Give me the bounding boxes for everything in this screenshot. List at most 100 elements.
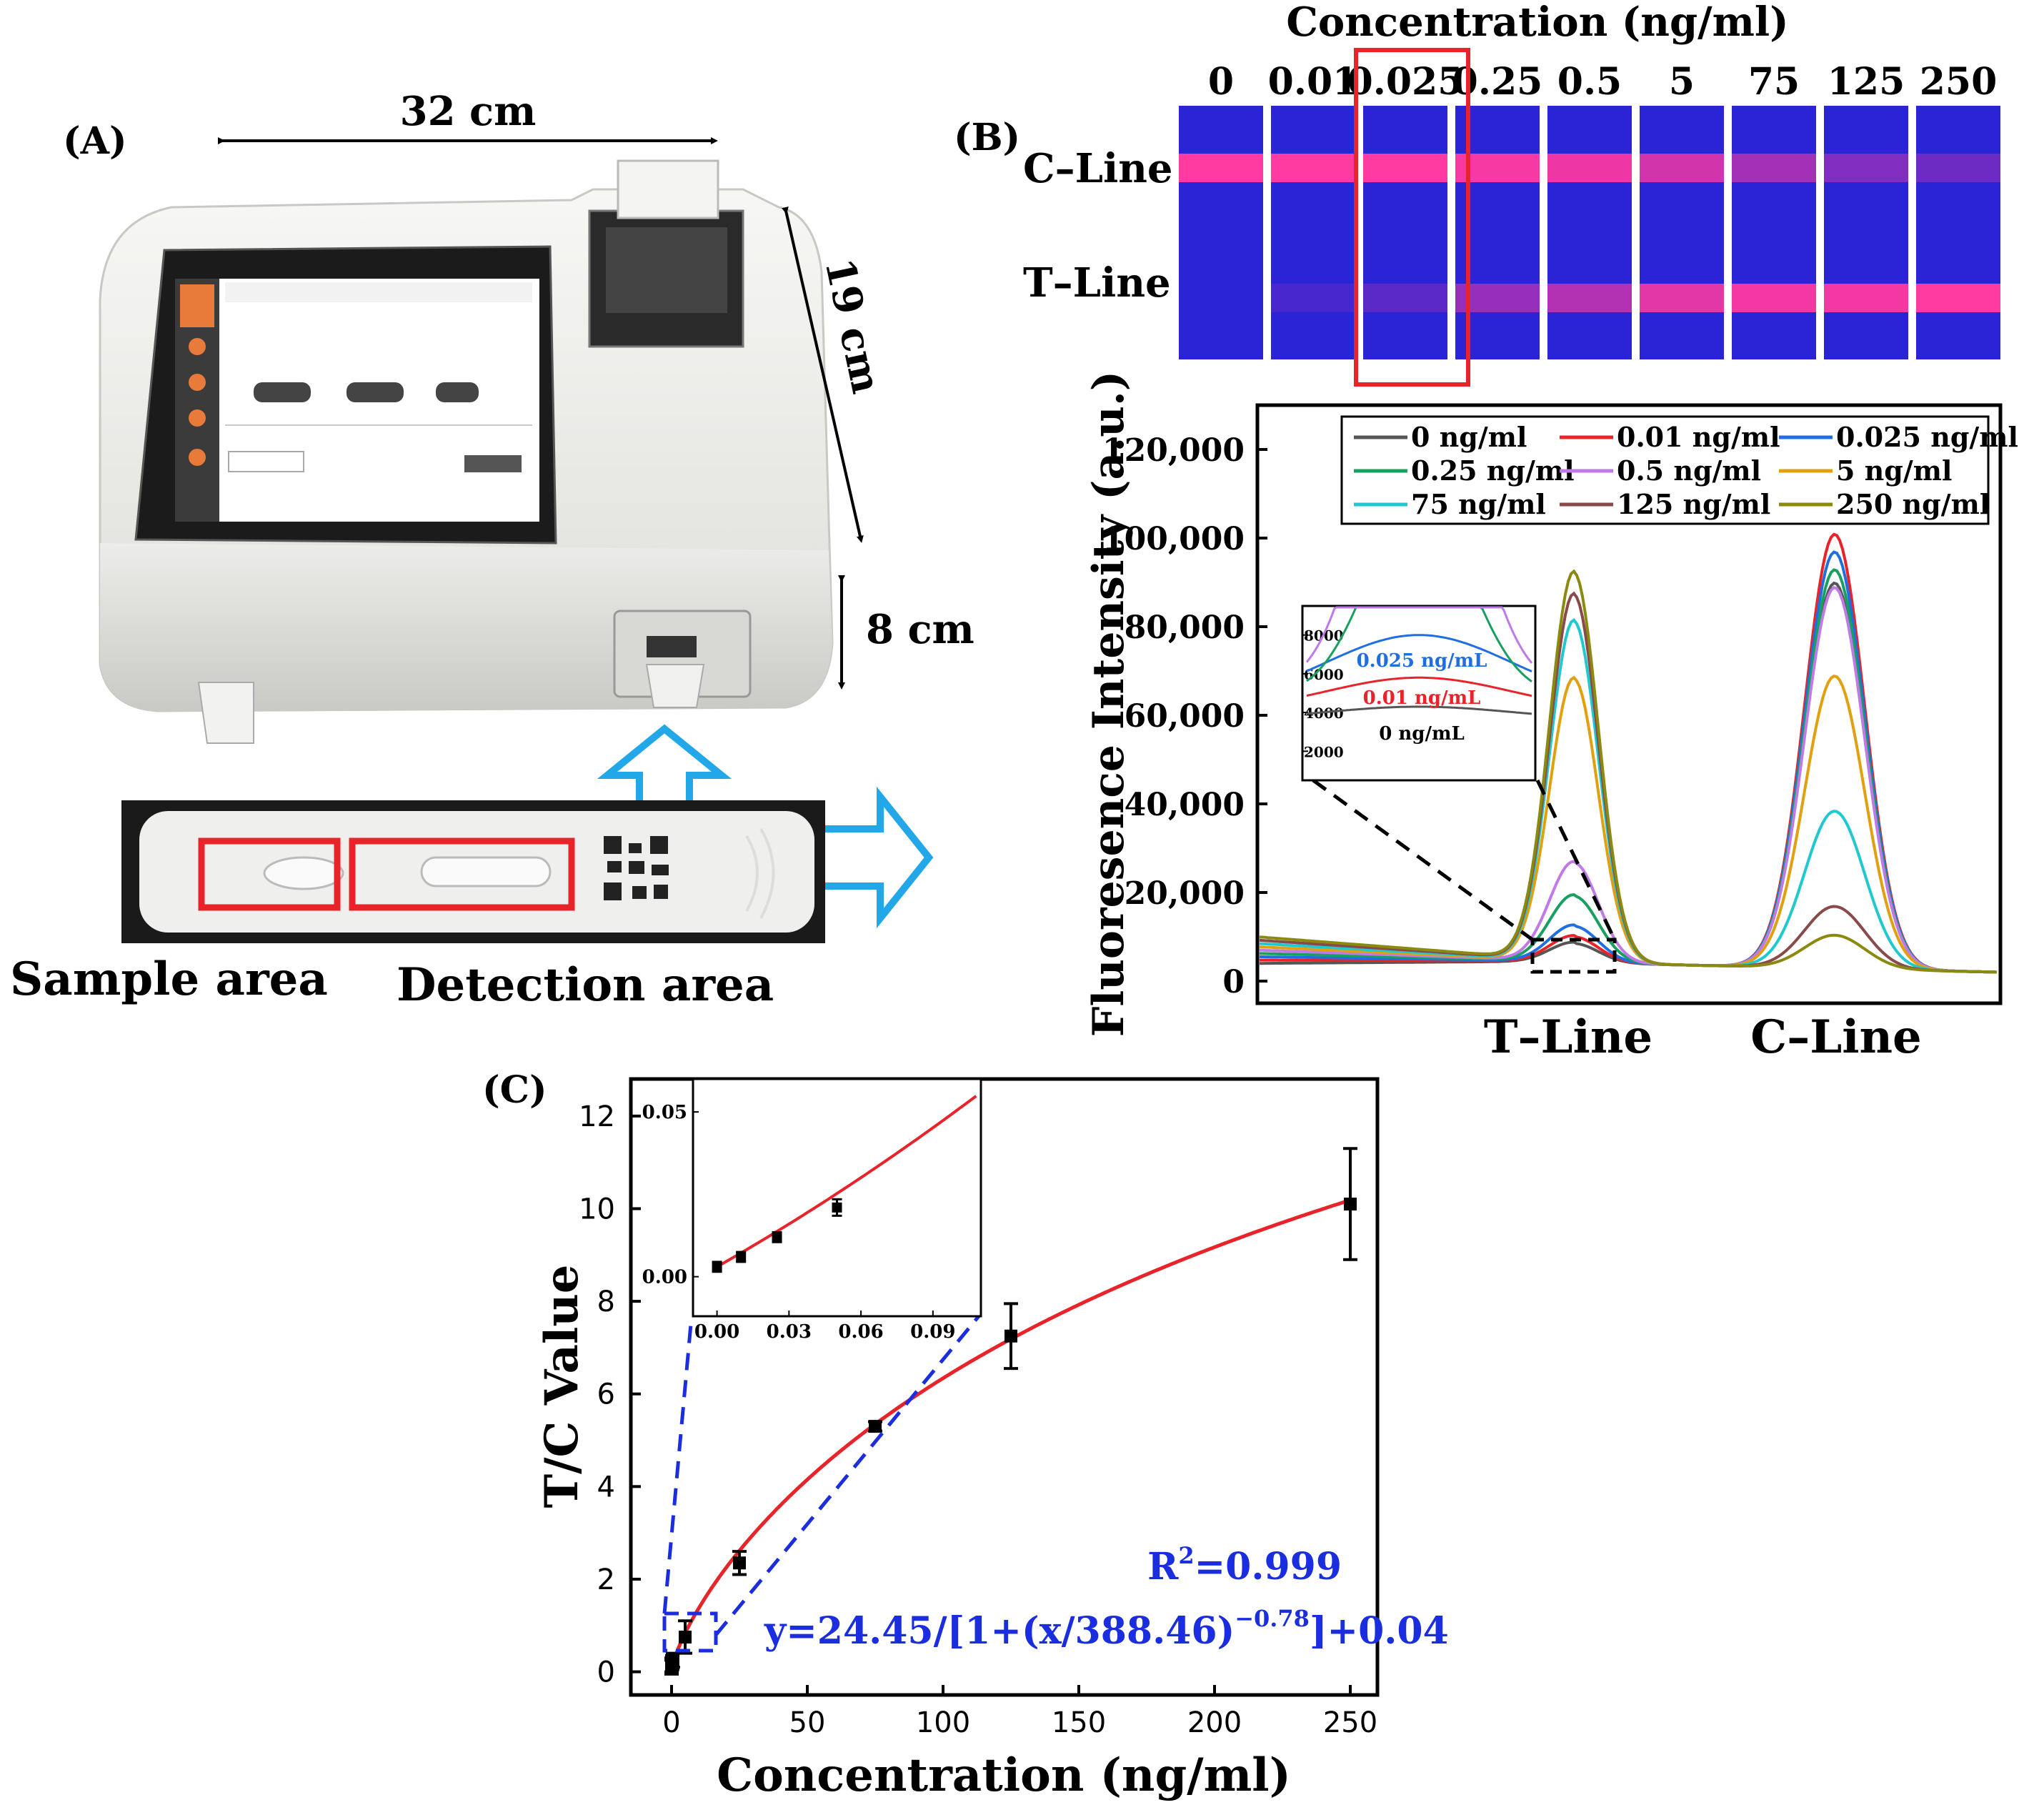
panel-c-label: (C)	[482, 1068, 547, 1112]
tc-zoom-connector-right	[714, 1315, 980, 1636]
fluor-inset-curve-2	[1306, 634, 1532, 672]
fluorescence-plot-frame	[1255, 403, 2003, 1005]
strip-c-band-1	[1271, 154, 1355, 182]
strip-conc-label-7: 125	[1828, 60, 1905, 104]
tc-inset-point-0	[712, 1261, 722, 1272]
fluor-legend-label-3: 0.25 ng/ml	[1411, 454, 1575, 487]
panel-b-strips: (B) Concentration (ng/ml) 0 0.010.0250.25…	[954, 0, 2000, 387]
tc-inset-fit-curve	[716, 1095, 977, 1268]
fluorescence-curves	[1259, 532, 1998, 974]
detection-area-highlight	[349, 837, 575, 911]
selected-strip-highlight	[1354, 48, 1470, 387]
tc-inset-point-3	[832, 1202, 842, 1213]
strip-conc-label-1: 0.01	[1268, 60, 1359, 104]
strip-c-band-8	[1916, 154, 2000, 182]
strip-c-band-2	[1363, 154, 1447, 182]
tc-ytick-label-2: 4	[597, 1471, 615, 1503]
sample-area-highlight	[198, 837, 341, 911]
tc-inset-xtick-label-1: 0.03	[767, 1321, 812, 1343]
fluor-inset-label-2: 0 ng/mL	[1379, 723, 1465, 745]
strip-4	[1547, 106, 1632, 359]
strip-conc-label-2: 0.025	[1347, 60, 1464, 104]
strip-t-band-8	[1916, 284, 2000, 312]
tc-ytick-label-6: 12	[579, 1100, 615, 1133]
r-squared-value: =0.999	[1195, 1545, 1342, 1588]
tc-point-4	[666, 1654, 679, 1667]
strip-conc-label-0: 0	[1208, 60, 1234, 104]
fluor-inset-label-1: 0.01 ng/mL	[1363, 687, 1481, 709]
panel-a-label: (A)	[63, 119, 127, 163]
tc-inset-point-1	[736, 1252, 747, 1262]
fluorescence-legend: 0 ng/ml 0.01 ng/ml 0.025 ng/ml 0.25 ng/ml 0.…	[1354, 421, 2018, 520]
fluor-ytick-label-2: 40,000	[1125, 787, 1245, 823]
tc-inset-ytick-label-1: 0.05	[642, 1102, 687, 1123]
strip-c-band-5	[1640, 154, 1724, 182]
fluor-inset-curve-0	[1306, 705, 1532, 715]
r-squared-annotation: R2=0.999	[1147, 1542, 1342, 1588]
tc-plot-frame	[629, 1077, 1380, 1697]
tc-calibration-chart: (C) 0 50 100 150 200 250 0 2 4 6 8 10 12 T/C Value C…	[482, 1068, 1449, 1802]
depth-dimension-arrow	[782, 207, 864, 543]
strip-c-band-6	[1732, 154, 1816, 182]
strip-6	[1732, 106, 1816, 359]
right-arrow-icon	[804, 786, 934, 929]
zoom-connector-right	[1535, 779, 1617, 941]
fluorescence-x-categories: T–Line C–Line	[1484, 1010, 1922, 1064]
strip-c-band-4	[1547, 154, 1632, 182]
tc-point-9	[1344, 1197, 1357, 1210]
strip-7	[1824, 106, 1908, 359]
strip-conc-label-4: 0.5	[1557, 60, 1622, 104]
strip-t-band-4	[1547, 284, 1632, 312]
fluorescence-legend-box	[1340, 415, 1990, 525]
fluor-xcat-label-0: T–Line	[1484, 1010, 1652, 1064]
tc-xtick-label-2: 100	[916, 1706, 970, 1739]
fluorescence-y-axis: 0 20,000 40,000 60,000 80,000 100,000 120,000	[1102, 432, 1267, 1000]
strip-2	[1363, 106, 1447, 359]
fit-equation-tail: ]+0.04	[1310, 1609, 1449, 1653]
fluor-curve-4	[1259, 585, 1998, 974]
fit-equation-annotation: y=24.45/[1+(x/388.46)−0.78]+0.04	[764, 1605, 1449, 1653]
fluor-inset-curve-1	[1306, 676, 1532, 697]
fluor-legend-label-7: 125 ng/ml	[1617, 488, 1770, 520]
tc-inset-point-2	[772, 1232, 782, 1243]
r-squared-symbol: R	[1147, 1545, 1179, 1588]
tc-point-8	[1004, 1329, 1017, 1343]
fluor-inset-ytick-label-0: 2000	[1304, 743, 1344, 760]
tc-ytick-label-5: 10	[579, 1193, 615, 1225]
device-illustration	[99, 159, 834, 744]
strip-t-band-7	[1824, 284, 1908, 312]
panel-a: (A) 32 cm	[10, 88, 974, 1012]
fluor-curve-5	[1259, 675, 1998, 974]
test-cassette	[121, 800, 825, 943]
strip-c-band-7	[1824, 154, 1908, 182]
fluor-inset-ytick-label-2: 6000	[1304, 666, 1344, 683]
fit-equation-exponent: −0.78	[1235, 1605, 1310, 1632]
zoom-connector-left	[1312, 778, 1534, 942]
tc-zoom-box	[662, 1611, 718, 1653]
fluorescence-chart: 020,00040,00060,00080,000100,000120,000 …	[1084, 371, 2018, 1064]
width-dimension-label: 32 cm	[400, 88, 537, 135]
tc-point-6	[733, 1556, 746, 1570]
tc-y-axis-label: T/C Value	[535, 1264, 589, 1508]
sample-area-label: Sample area	[10, 953, 328, 1006]
tc-inset-xtick-label-3: 0.09	[910, 1321, 955, 1343]
fluor-legend-label-0: 0 ng/ml	[1411, 421, 1527, 453]
tc-ytick-label-4: 8	[597, 1286, 615, 1318]
fluor-legend-label-5: 5 ng/ml	[1836, 454, 1952, 487]
fluorescence-y-axis-label: Fluoresence Intensity (a.u.)	[1084, 371, 1134, 1037]
tc-xtick-label-1: 50	[789, 1706, 826, 1739]
strip-images	[1179, 106, 2000, 359]
strip-c-line-label: C–Line	[1023, 145, 1173, 192]
tc-ytick-label-3: 6	[597, 1378, 615, 1411]
fluor-ytick-label-1: 20,000	[1125, 875, 1245, 912]
fluor-ytick-label-6: 120,000	[1102, 432, 1245, 469]
tc-data-points	[664, 1147, 1357, 1676]
strip-t-band-1	[1271, 284, 1355, 312]
strip-c-band-0	[1179, 154, 1263, 182]
fluor-legend-label-1: 0.01 ng/ml	[1617, 421, 1780, 453]
tc-xtick-label-4: 200	[1187, 1706, 1242, 1739]
strip-8	[1916, 106, 2000, 359]
detection-area-label: Detection area	[397, 958, 774, 1012]
